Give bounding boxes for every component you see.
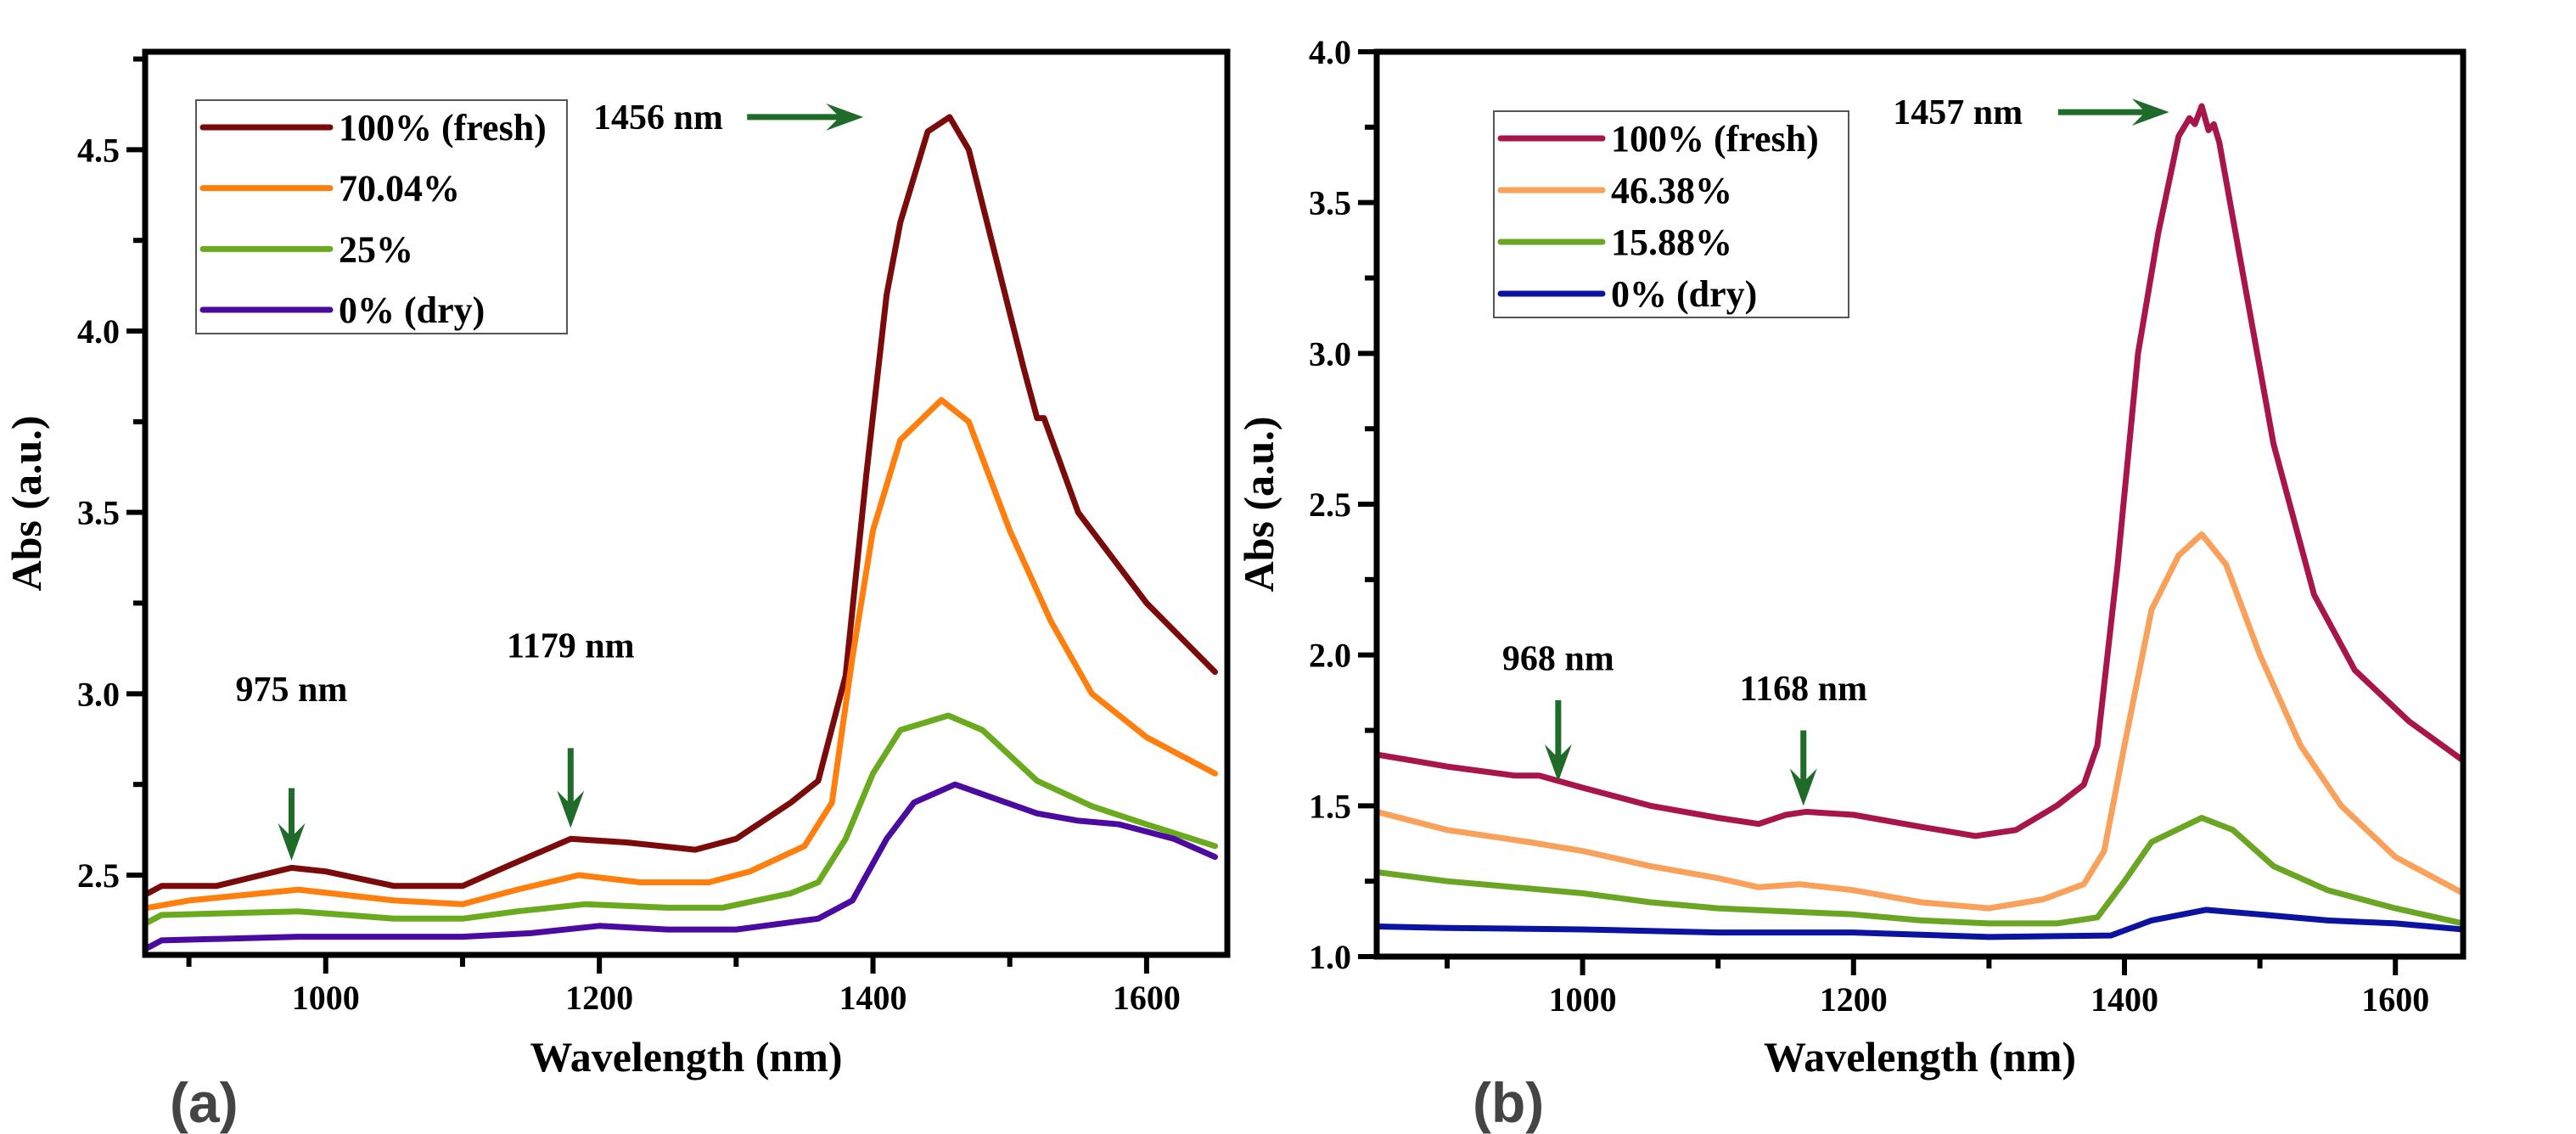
- legend-label: 15.88%: [1611, 222, 1732, 263]
- panel-a: 1000 1200 1400 1600 2.5 3.0 3.5 4.0 4.5 Wavelengt…: [3, 48, 1231, 1134]
- annotation: 968 nm: [1502, 639, 1614, 782]
- legend-label: 0% (dry): [339, 289, 485, 331]
- legend: 100% (fresh) 46.38% 15.88% 0% (dry): [1493, 110, 1849, 318]
- y-tick-label: 3.5: [1309, 184, 1351, 222]
- series-line-1: [145, 396, 1218, 911]
- y-tick-label: 1.5: [1309, 787, 1351, 825]
- legend-label: 46.38%: [1611, 170, 1732, 211]
- arrow-head: [1789, 768, 1817, 806]
- annotation: 1456 nm: [593, 98, 864, 138]
- legend-label: 70.04%: [339, 168, 460, 210]
- y-tick-label: 2.0: [1309, 637, 1351, 675]
- annotation: 1168 nm: [1739, 670, 1867, 806]
- legend: 100% (fresh) 70.04% 25% 0% (dry): [195, 99, 568, 334]
- annotation-label: 968 nm: [1502, 639, 1614, 678]
- annotation: 975 nm: [236, 671, 348, 861]
- y-tick-label: 4.5: [77, 131, 120, 169]
- x-axis-title: Wavelength (nm): [530, 1033, 842, 1081]
- series-line-3: [145, 781, 1218, 951]
- series-line-1: [1377, 531, 2463, 912]
- legend-box: [195, 99, 568, 334]
- panel-label: (b): [1473, 1071, 1544, 1134]
- y-axis-title: Abs (a.u.): [1235, 417, 1282, 592]
- x-tick-label: 1000: [292, 979, 360, 1017]
- y-tick-label: 4.0: [77, 312, 120, 351]
- panel-label: (a): [170, 1071, 239, 1134]
- annotation: 1457 nm: [1893, 93, 2169, 132]
- y-tick-label: 3.5: [77, 494, 120, 532]
- series-line-3: [1377, 907, 2463, 940]
- annotation-label: 1457 nm: [1893, 93, 2023, 132]
- annotation-label: 1456 nm: [593, 98, 723, 138]
- x-tick-label: 1000: [1549, 980, 1617, 1019]
- y-tick-label: 1.0: [1309, 938, 1351, 976]
- arrow-head: [2131, 98, 2169, 126]
- legend-label: 25%: [339, 228, 413, 270]
- annotation-label: 975 nm: [236, 671, 348, 710]
- legend-label: 100% (fresh): [339, 107, 547, 149]
- series-line-2: [1377, 815, 2463, 927]
- y-tick-label: 2.5: [77, 856, 120, 895]
- arrow-head: [1544, 744, 1572, 782]
- legend-label: 0% (dry): [1611, 273, 1757, 315]
- panel-b: 1000 1200 1400 1600 1.0 1.5 2.0 2.5 3.0 3.5 4.0 Wav…: [1235, 33, 2467, 1134]
- x-axis-title: Wavelength (nm): [1764, 1033, 2076, 1081]
- x-tick-label: 1200: [1820, 980, 1888, 1019]
- legend-box: [1493, 110, 1849, 318]
- y-tick-label: 3.0: [77, 675, 120, 713]
- x-tick-label: 1600: [2361, 980, 2429, 1019]
- series-line-0: [1377, 103, 2463, 839]
- y-tick-label: 3.0: [1309, 334, 1351, 373]
- arrow-head: [278, 822, 306, 861]
- y-tick-label: 4.0: [1309, 33, 1351, 71]
- series-line-2: [145, 712, 1218, 925]
- y-tick-label: 2.5: [1309, 486, 1351, 524]
- series-line-0: [145, 114, 1218, 896]
- legend-label: 100% (fresh): [1611, 118, 1819, 160]
- x-tick-label: 1400: [2091, 980, 2158, 1019]
- x-tick-label: 1400: [839, 979, 907, 1017]
- arrow-head: [557, 790, 585, 828]
- x-tick-label: 1200: [565, 979, 633, 1017]
- x-tick-label: 1600: [1113, 979, 1181, 1017]
- arrow-head: [826, 103, 864, 131]
- annotation-label: 1168 nm: [1739, 670, 1867, 709]
- plot-frame: [142, 48, 1231, 958]
- annotation-label: 1179 nm: [507, 627, 635, 666]
- y-axis-title: Abs (a.u.): [3, 416, 50, 592]
- annotation: 1179 nm: [507, 627, 635, 828]
